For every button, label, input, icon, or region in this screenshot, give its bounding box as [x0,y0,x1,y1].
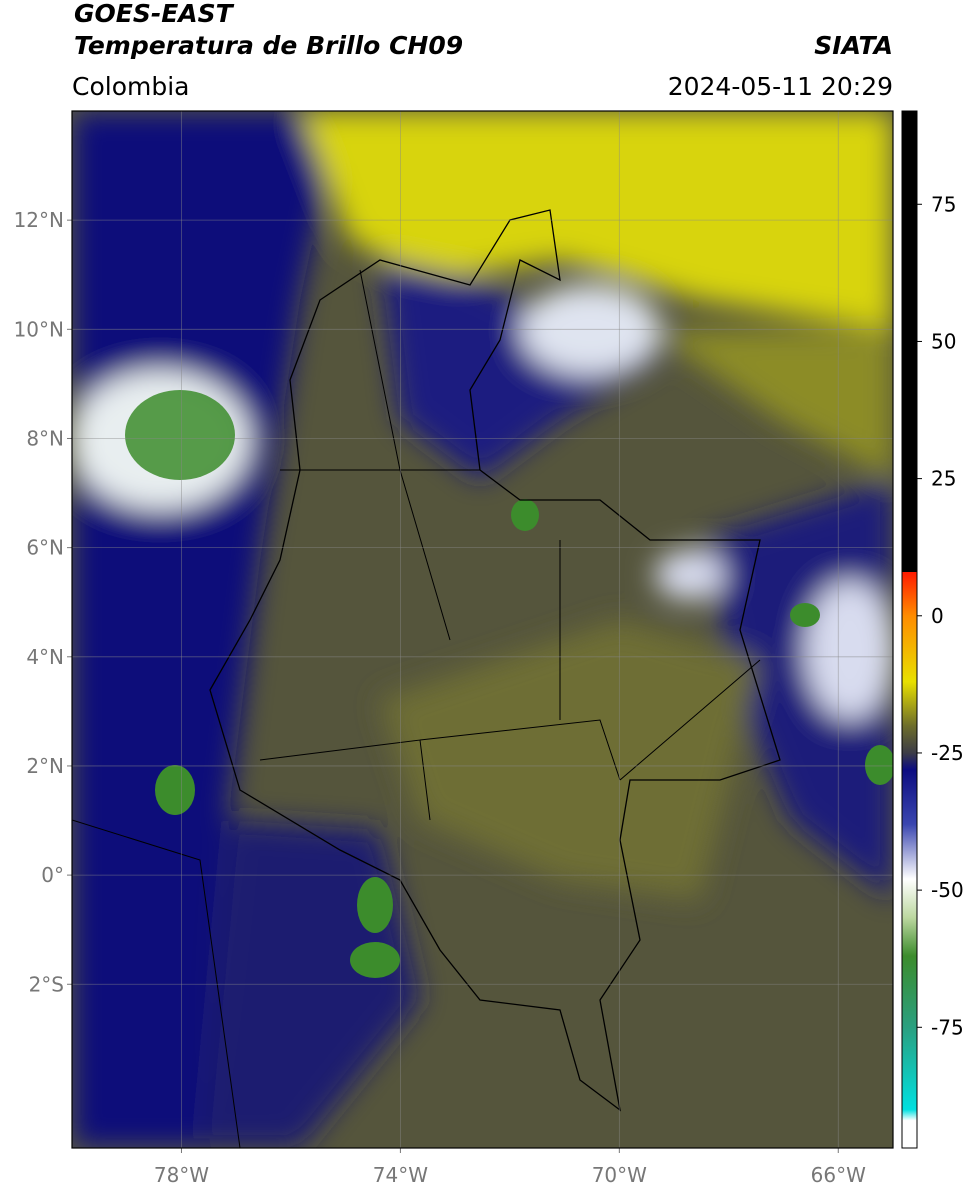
title-line1: GOES-EAST [74,0,235,28]
colorbar-tick-label: 75 [931,192,956,216]
y-tick-label: 4°N [26,645,64,669]
colorbar-tick-label: -25 [931,741,964,765]
y-tick-label: 10°N [14,317,64,341]
source: SIATA [814,31,893,60]
colorbar [901,110,918,1149]
x-tick-label: 78°W [154,1163,209,1187]
colorbar-tick-label: -75 [931,1015,964,1039]
title-line2: Temperatura de Brillo CH09 [74,31,463,60]
y-tick-label: 0° [41,863,64,887]
colorbar-tick-label: -50 [931,878,964,902]
satellite-image [72,111,893,1148]
x-tick-label: 70°W [592,1163,647,1187]
x-tick-label: 74°W [373,1163,428,1187]
colorbar-tick-label: 25 [931,467,956,491]
colorbar-tick-label: 50 [931,329,956,353]
y-tick-label: 12°N [14,208,64,232]
region: Colombia [72,72,189,101]
y-tick-label: 6°N [26,536,64,560]
y-tick-label: 8°N [26,426,64,450]
y-tick-label: 2°S [29,972,64,996]
map-frame [71,110,894,1149]
y-tick-label: 2°N [26,754,64,778]
datetime: 2024-05-11 20:29 [668,72,893,101]
x-tick-label: 66°W [811,1163,866,1187]
colorbar-tick-label: 0 [931,604,944,628]
